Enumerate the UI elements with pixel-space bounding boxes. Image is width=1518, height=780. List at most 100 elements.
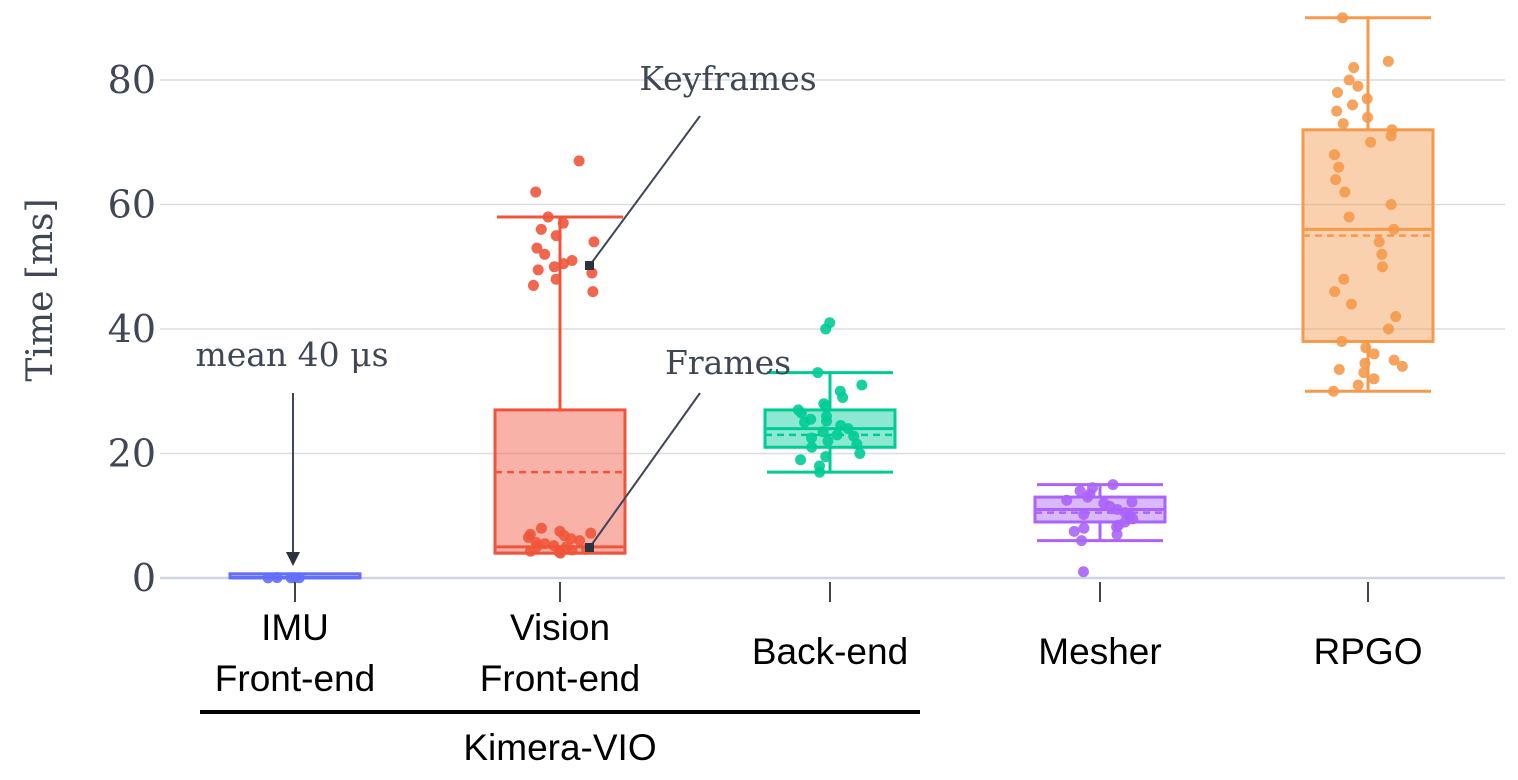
data-point-1-27 (531, 242, 543, 254)
data-point-1-33 (530, 186, 542, 198)
data-point-4-33 (1361, 93, 1373, 105)
box-series (228, 12, 1435, 584)
data-point-1-28 (588, 236, 600, 248)
data-point-3-20 (1078, 509, 1090, 521)
data-point-2-21 (812, 367, 824, 379)
data-point-4-26 (1365, 136, 1377, 148)
data-point-3-16 (1074, 485, 1086, 497)
data-point-4-10 (1336, 335, 1348, 347)
data-point-2-24 (820, 451, 832, 463)
data-point-2-19 (834, 385, 846, 397)
gridlines (160, 79, 1505, 580)
data-point-4-2 (1368, 373, 1380, 385)
data-point-4-35 (1352, 80, 1364, 92)
data-point-1-6 (574, 535, 586, 547)
data-point-4-1 (1352, 379, 1364, 391)
data-point-2-2 (795, 454, 807, 466)
data-point-3-13 (1061, 494, 1073, 506)
data-point-1-34 (573, 155, 585, 167)
data-point-4-38 (1382, 55, 1394, 67)
data-point-2-25 (848, 430, 860, 442)
data-point-1-16 (523, 532, 535, 544)
data-point-4-15 (1338, 273, 1350, 285)
data-point-0-3 (271, 572, 283, 584)
data-point-4-4 (1333, 363, 1345, 375)
data-point-3-19 (1111, 521, 1123, 533)
y-axis-label: Time [ms] (20, 198, 61, 381)
data-point-1-31 (557, 217, 569, 229)
data-point-1-17 (585, 527, 597, 539)
y-tick-label-0: 0 (132, 556, 156, 600)
annotation-arrow-frames (589, 392, 701, 548)
data-point-4-22 (1339, 186, 1351, 198)
x-tick-label-0-0: IMU (261, 607, 329, 648)
annotation-arrowhead-imu-mean (286, 552, 300, 566)
data-point-4-37 (1348, 62, 1360, 74)
data-point-3-0 (1077, 566, 1089, 578)
data-point-0-4 (285, 572, 297, 584)
data-point-0-1 (293, 572, 305, 584)
y-axis-ticks: 0 20 40 60 80 (108, 58, 156, 600)
data-point-1-15 (531, 540, 543, 552)
data-point-2-23 (824, 317, 836, 329)
data-point-4-12 (1390, 311, 1402, 323)
data-point-1-19 (527, 279, 539, 291)
data-point-4-23 (1330, 174, 1342, 186)
data-point-1-21 (586, 267, 598, 279)
data-point-1-23 (548, 261, 560, 273)
data-point-4-25 (1328, 149, 1340, 161)
data-point-2-13 (805, 413, 817, 425)
x-tick-label-1-0: Vision (510, 607, 610, 648)
data-point-2-8 (831, 429, 843, 441)
category-group: Kimera-VIO (200, 710, 920, 768)
data-point-4-8 (1368, 348, 1380, 360)
data-point-2-9 (817, 426, 829, 438)
data-point-4-11 (1383, 323, 1395, 335)
data-point-4-32 (1347, 99, 1359, 111)
data-point-1-29 (550, 230, 562, 242)
data-point-2-27 (820, 400, 832, 412)
data-point-4-36 (1343, 74, 1355, 86)
data-point-2-7 (806, 432, 818, 444)
data-point-2-6 (822, 435, 834, 447)
data-point-4-14 (1329, 286, 1341, 298)
data-point-4-9 (1360, 342, 1372, 354)
data-point-4-13 (1346, 298, 1358, 310)
annotation-arrowhead-keyframes (585, 261, 594, 270)
data-point-1-20 (550, 273, 562, 285)
data-point-2-16 (792, 404, 804, 416)
data-point-2-20 (856, 379, 868, 391)
annotation-arrowhead-frames (585, 543, 594, 552)
data-point-1-11 (566, 544, 578, 556)
data-point-4-24 (1333, 161, 1345, 173)
annotation-imu-mean: mean 40 μs (195, 335, 388, 374)
data-point-2-26 (821, 415, 833, 427)
data-point-2-11 (835, 419, 847, 431)
y-tick-label-40: 40 (108, 307, 156, 351)
x-tick-label-4-0: RPGO (1314, 631, 1423, 672)
data-point-4-3 (1358, 367, 1370, 379)
data-point-2-3 (854, 448, 866, 459)
box-0 (228, 572, 362, 584)
data-point-4-5 (1396, 360, 1408, 372)
data-point-1-10 (535, 522, 547, 534)
data-point-4-19 (1388, 223, 1400, 235)
data-point-4-31 (1331, 105, 1343, 117)
data-point-4-18 (1373, 236, 1385, 248)
data-point-2-1 (814, 460, 826, 472)
data-point-4-21 (1385, 199, 1397, 210)
data-point-1-22 (532, 264, 544, 276)
data-point-4-0 (1327, 385, 1339, 397)
data-point-4-34 (1331, 86, 1343, 98)
data-point-1-30 (535, 223, 547, 235)
data-point-1-14 (553, 546, 565, 558)
annotation-keyframes: Keyframes (639, 59, 816, 98)
data-point-4-29 (1337, 118, 1349, 130)
data-point-4-6 (1359, 357, 1371, 369)
box-2 (763, 317, 897, 478)
data-point-0-2 (262, 572, 274, 584)
data-point-2-4 (806, 441, 818, 453)
data-point-4-28 (1386, 124, 1398, 136)
group-label: Kimera-VIO (463, 727, 656, 768)
